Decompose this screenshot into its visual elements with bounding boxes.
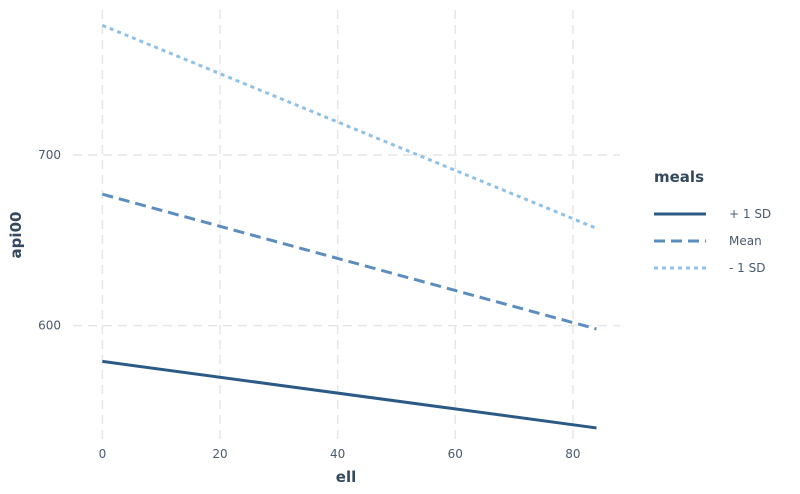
legend: meals + 1 SD Mean - 1 SD (654, 168, 771, 275)
y-axis-title: api00 (7, 212, 25, 259)
tick-layer: 0 20 40 60 80 600 700 (38, 148, 580, 461)
x-tick-label: 60 (448, 447, 463, 461)
legend-title: meals (654, 168, 704, 186)
series-layer (101, 23, 598, 430)
y-tick-label: 600 (38, 319, 61, 333)
y-tick-label: 700 (38, 148, 61, 162)
x-tick-label: 80 (565, 447, 580, 461)
x-tick-label: 40 (330, 447, 345, 461)
legend-label: Mean (729, 234, 762, 248)
legend-label: + 1 SD (729, 207, 771, 221)
legend-label: - 1 SD (729, 261, 765, 275)
x-axis-title: ell (336, 468, 356, 486)
grid-layer (73, 10, 620, 445)
series-line (101, 23, 598, 230)
x-tick-label: 20 (212, 447, 227, 461)
legend-items: + 1 SD Mean - 1 SD (654, 207, 771, 275)
series-line (102, 359, 597, 430)
x-tick-label: 0 (99, 447, 107, 461)
series-line (102, 192, 597, 331)
